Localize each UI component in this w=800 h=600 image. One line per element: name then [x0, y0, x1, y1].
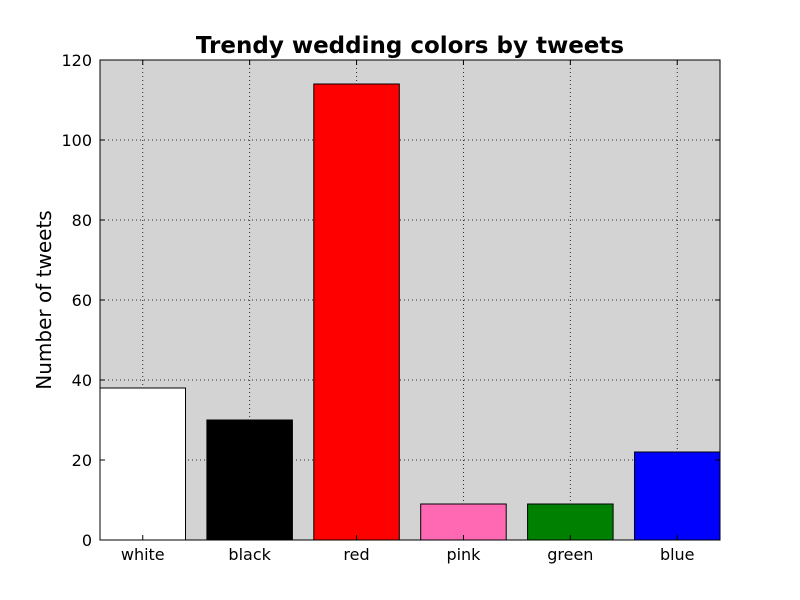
chart-title: Trendy wedding colors by tweets [196, 33, 624, 59]
bar-white [99, 387, 187, 541]
y-tick-label: 80 [72, 211, 92, 230]
bar-green [527, 503, 614, 541]
bar-blue [633, 451, 721, 541]
bar-pink [420, 503, 507, 541]
bar-red [313, 83, 400, 541]
x-tick-label-green: green [547, 545, 593, 564]
y-tick-label: 20 [72, 451, 92, 470]
y-tick-label: 60 [72, 291, 92, 310]
y-tick-label: 120 [61, 51, 92, 70]
y-axis-label: Number of tweets [32, 210, 56, 389]
y-tick-label: 100 [61, 131, 92, 150]
y-axis-ticks: 0 20 40 60 80 100 120 [61, 51, 720, 550]
x-tick-label-red: red [343, 545, 369, 564]
y-tick-label: 40 [72, 371, 92, 390]
x-tick-label-white: white [121, 545, 165, 564]
x-tick-label-blue: blue [660, 545, 695, 564]
bar-black [206, 419, 293, 541]
y-tick-label: 0 [82, 531, 92, 550]
x-tick-label-black: black [228, 545, 271, 564]
x-tick-label-pink: pink [446, 545, 481, 564]
x-axis-ticks: white black red pink green blue [121, 60, 695, 564]
